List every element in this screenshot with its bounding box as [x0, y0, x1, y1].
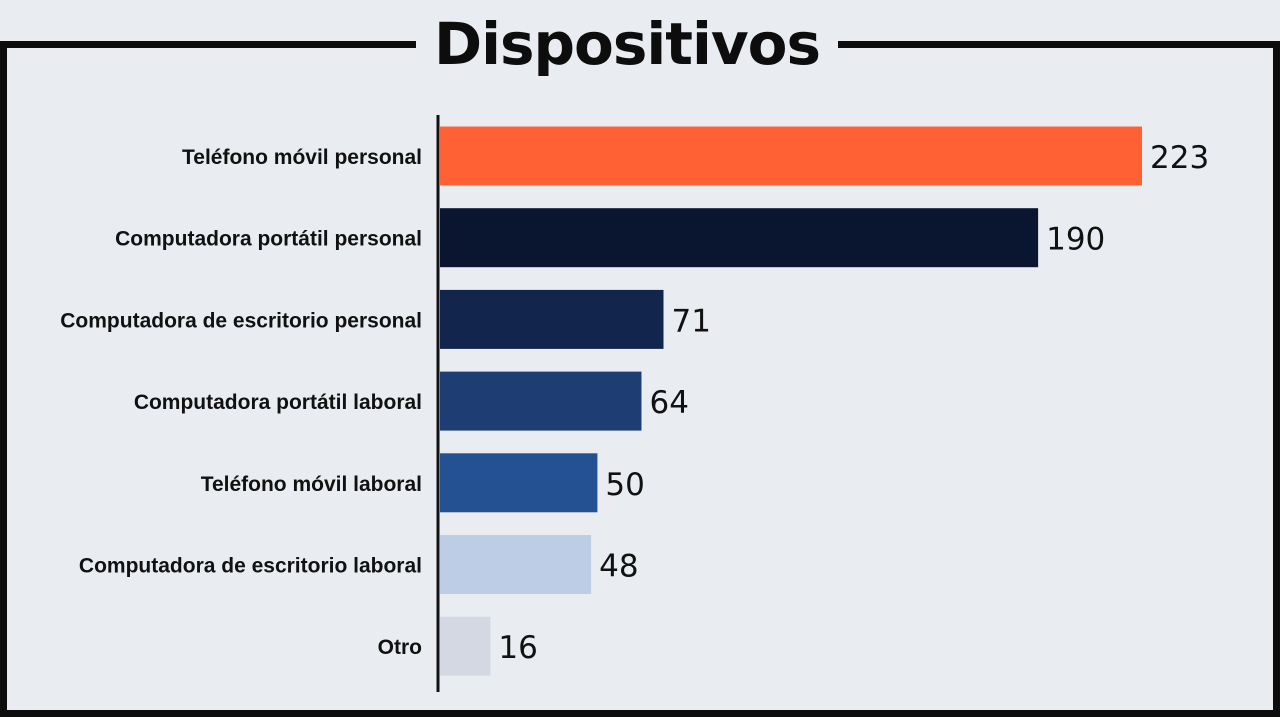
bar-7 — [440, 616, 491, 676]
category-label-1: Teléfono móvil personal — [182, 146, 422, 169]
bar-1 — [440, 126, 1142, 186]
frame-border-top-left — [0, 41, 416, 48]
category-label-5: Teléfono móvil laboral — [201, 473, 422, 496]
value-label-2: 190 — [1046, 222, 1105, 258]
frame-border-right — [1273, 44, 1280, 717]
value-label-6: 48 — [599, 549, 638, 585]
value-label-3: 71 — [672, 303, 711, 339]
value-label-1: 223 — [1150, 140, 1209, 176]
value-label-5: 50 — [605, 467, 644, 503]
chart-title: Dispositivos — [433, 10, 821, 78]
frame-border-left — [0, 44, 7, 717]
bar-3 — [440, 289, 664, 349]
frame-border-bottom — [0, 710, 1280, 717]
value-label-4: 64 — [649, 385, 688, 421]
bars-layer: Teléfono móvil personal 223 Computadora po… — [60, 126, 1209, 676]
bar-5 — [440, 453, 598, 513]
category-label-3: Computadora de escritorio personal — [60, 309, 422, 332]
category-label-4: Computadora portátil laboral — [134, 391, 422, 414]
category-label-7: Otro — [378, 636, 422, 659]
category-label-6: Computadora de escritorio laboral — [79, 555, 422, 578]
frame-border-top-right — [838, 41, 1280, 48]
category-label-2: Computadora portátil personal — [115, 228, 422, 251]
value-label-7: 16 — [498, 630, 537, 666]
bar-4 — [440, 371, 642, 431]
bar-6 — [440, 535, 592, 594]
bar-2 — [440, 208, 1039, 268]
